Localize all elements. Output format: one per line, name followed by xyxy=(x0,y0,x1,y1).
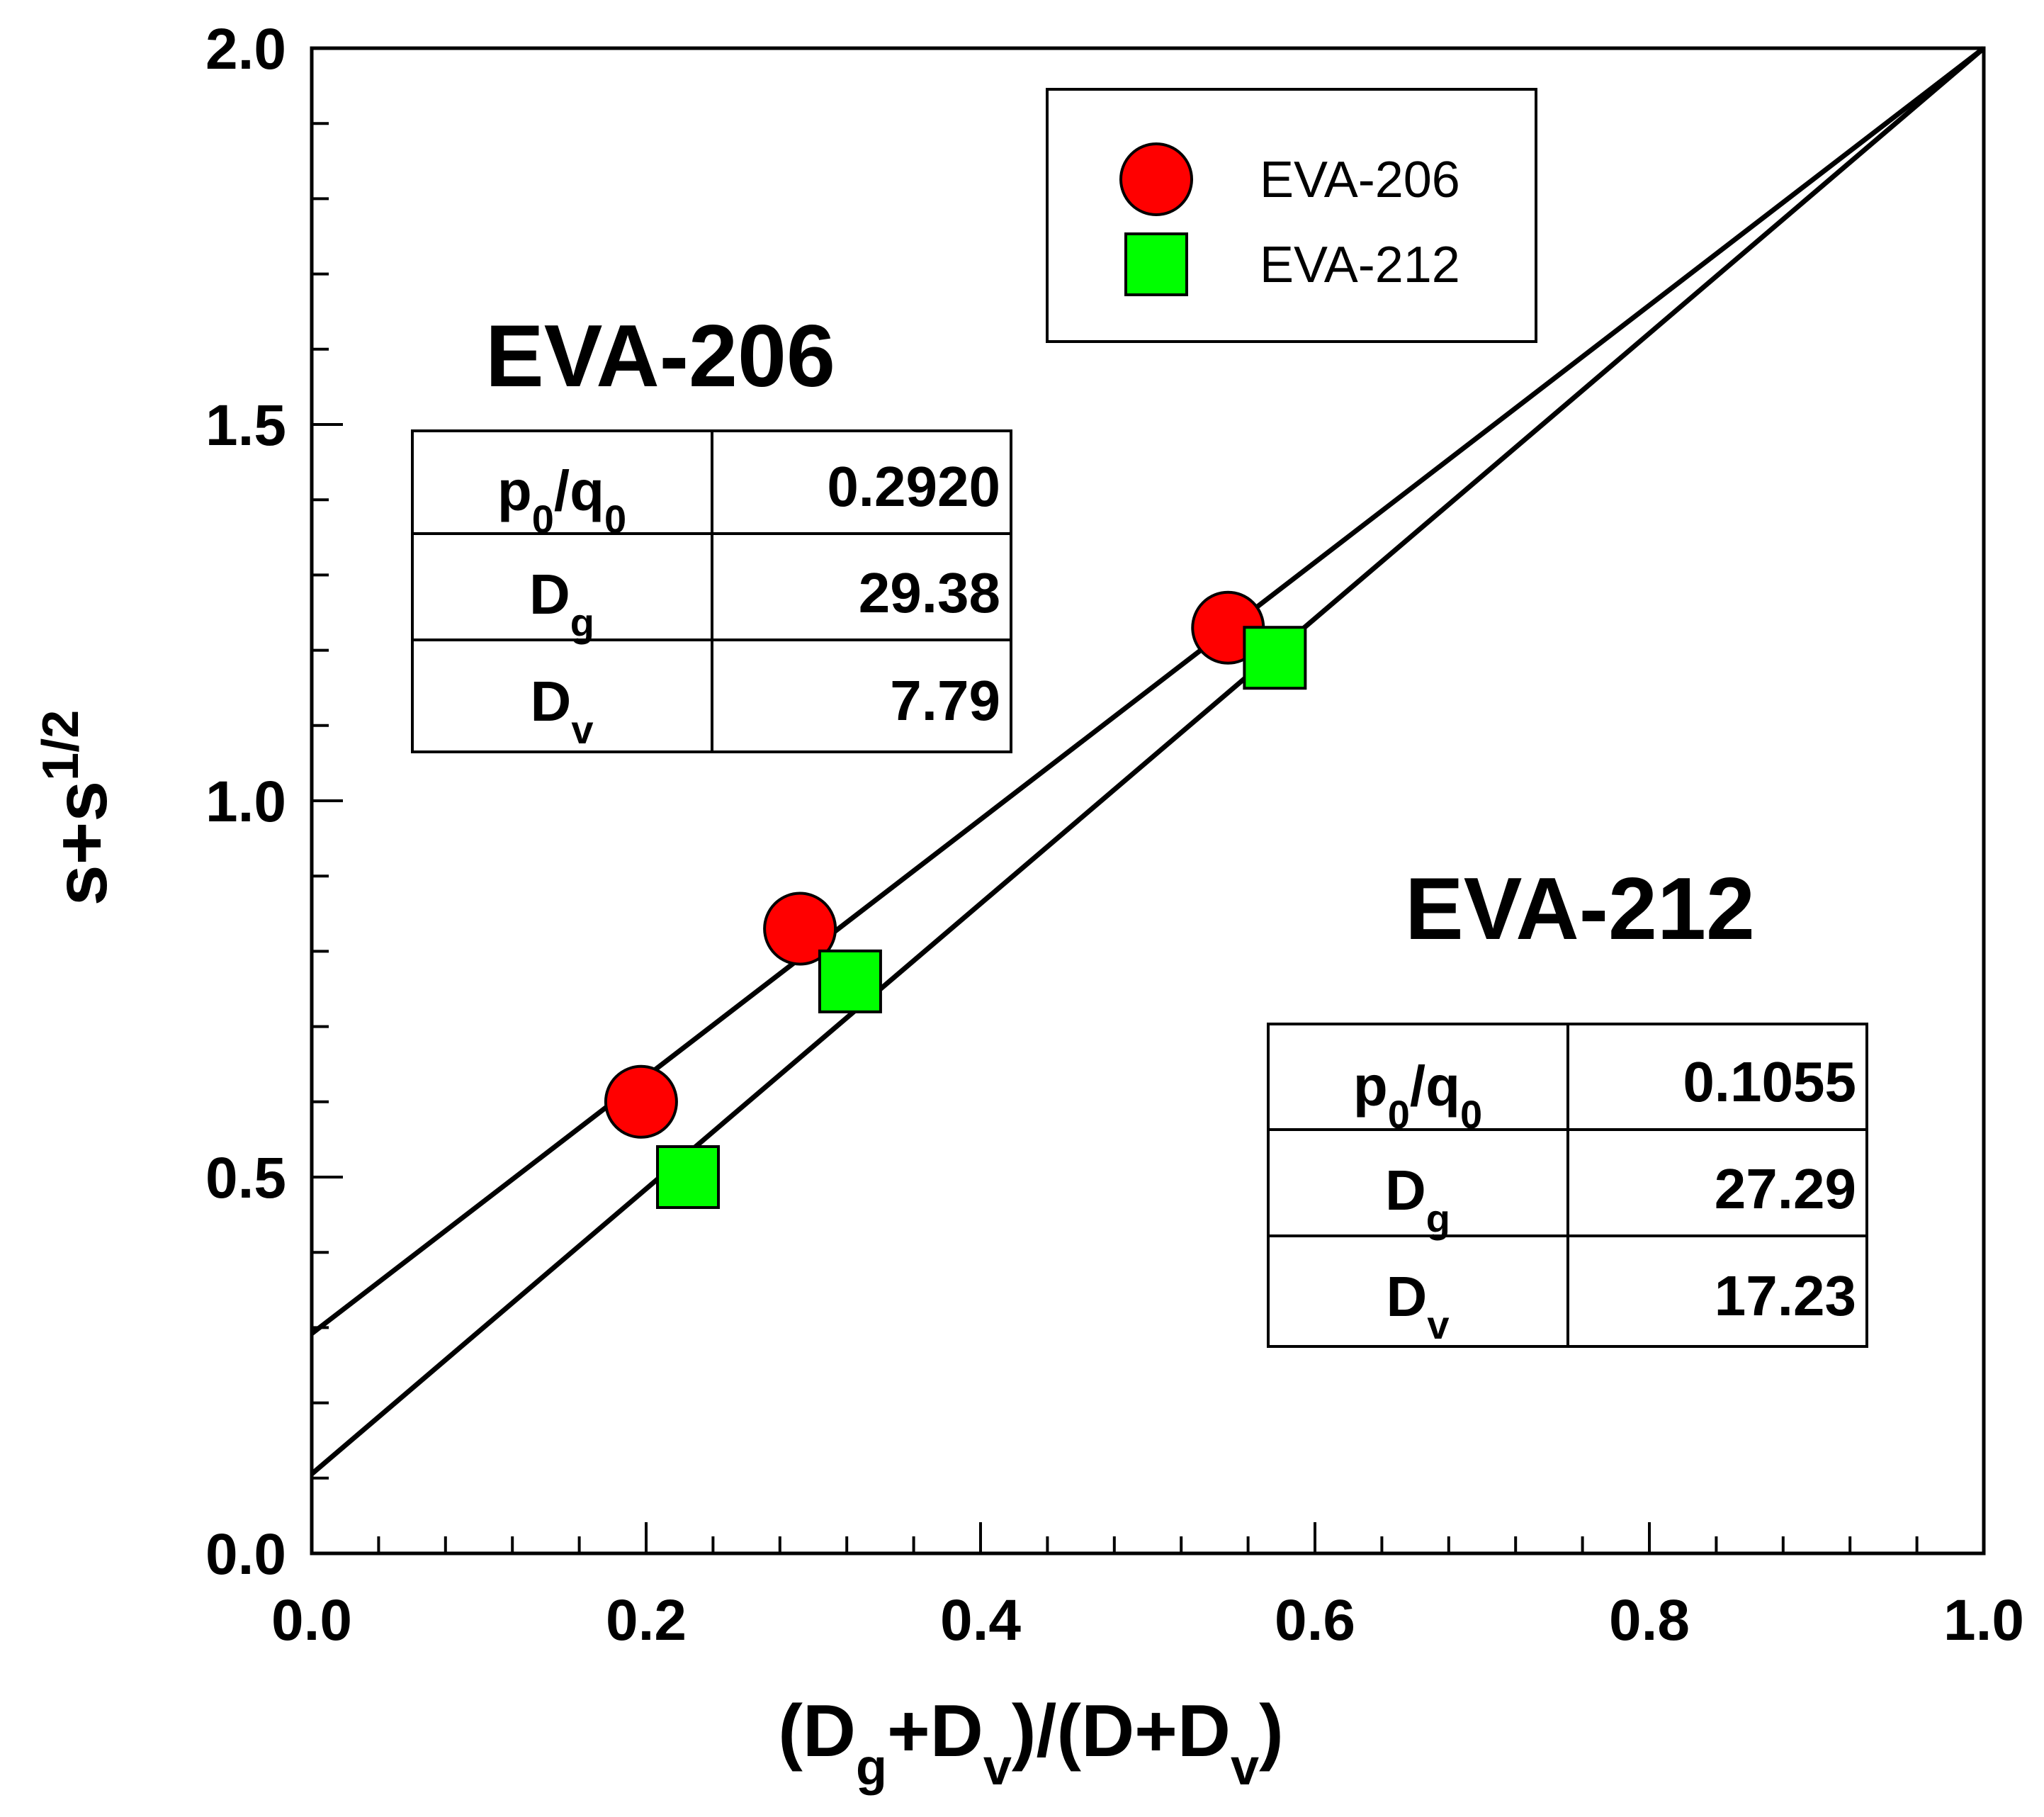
x-tick-label: 0.8 xyxy=(1609,1588,1690,1653)
data-point-eva-206 xyxy=(604,1064,678,1139)
legend-marker-eva-206 xyxy=(1119,142,1193,216)
data-point-eva-212 xyxy=(818,949,882,1013)
fit-line xyxy=(310,46,1986,1336)
x-tick-label: 0.4 xyxy=(940,1588,1021,1653)
x-tick-label: 0.6 xyxy=(1275,1588,1355,1653)
legend-box xyxy=(1046,88,1537,343)
data-points-layer xyxy=(604,590,1307,1209)
row-value-p0-q0: 0.1055 xyxy=(1683,1050,1856,1113)
x-tick-label: 1.0 xyxy=(1943,1588,2024,1653)
param-table-eva-212: p0/q0 0.1055 Dg 27.29 Dv 17.23 xyxy=(1267,1023,1868,1348)
row-label-dv: Dv xyxy=(531,670,594,752)
row-label-dg: Dg xyxy=(1385,1159,1450,1241)
row-label-dg: Dg xyxy=(529,563,594,645)
row-value-dg: 27.29 xyxy=(1715,1157,1856,1220)
row-value-dv: 17.23 xyxy=(1715,1264,1856,1327)
y-tick-label: 1.0 xyxy=(205,770,286,834)
param-table-eva-206: p0/q0 0.2920 Dg 29.38 Dv 7.79 xyxy=(411,429,1012,753)
panel-eva-212: EVA-212 p0/q0 0.1055 Dg 27.29 Dv 17.23 xyxy=(1267,860,1868,1348)
y-axis-title: s+s1/2 xyxy=(33,710,123,906)
row-value-dg: 29.38 xyxy=(859,561,1000,624)
x-tick-label: 0.0 xyxy=(271,1588,352,1653)
axes-layer: 0.0 0.2 0.4 0.6 0.8 1.0 0.0 0.5 1.0 1.5 2.0 xyxy=(205,17,2024,1653)
legend: EVA-206 EVA-212 xyxy=(1046,88,1537,343)
data-point-eva-212 xyxy=(1243,626,1307,690)
row-value-p0-q0: 0.2920 xyxy=(827,455,1000,518)
panel-title-eva-206: EVA-206 xyxy=(485,308,835,405)
legend-marker-eva-212 xyxy=(1124,232,1188,296)
y-axis-title-base: s+s xyxy=(40,781,123,906)
y-tick-label: 0.5 xyxy=(205,1146,286,1210)
y-tick-label: 2.0 xyxy=(205,17,286,81)
legend-label-eva-206: EVA-206 xyxy=(1260,152,1460,208)
y-tick-label: 1.5 xyxy=(205,393,286,458)
panel-eva-206: EVA-206 p0/q0 0.2920 Dg 29.38 Dv 7.79 xyxy=(411,308,1012,753)
row-value-dv: 7.79 xyxy=(890,669,1000,732)
panel-title-eva-212: EVA-212 xyxy=(1405,860,1755,958)
x-tick-label: 0.2 xyxy=(606,1588,687,1653)
fit-line xyxy=(310,46,1986,1476)
data-point-eva-206 xyxy=(763,891,837,966)
legend-label-eva-212: EVA-212 xyxy=(1260,237,1460,293)
x-axis-title: (Dg+Dv)/(D+Dv) xyxy=(778,1690,1283,1796)
y-tick-label: 0.0 xyxy=(205,1522,286,1587)
y-axis-title-sup: 1/2 xyxy=(33,710,89,781)
data-point-eva-212 xyxy=(656,1145,720,1209)
row-label-p0-q0: p0/q0 xyxy=(1353,1054,1482,1137)
fit-lines-layer xyxy=(310,46,1986,1476)
row-label-p0-q0: p0/q0 xyxy=(497,459,626,541)
row-label-dv: Dv xyxy=(1387,1265,1450,1347)
